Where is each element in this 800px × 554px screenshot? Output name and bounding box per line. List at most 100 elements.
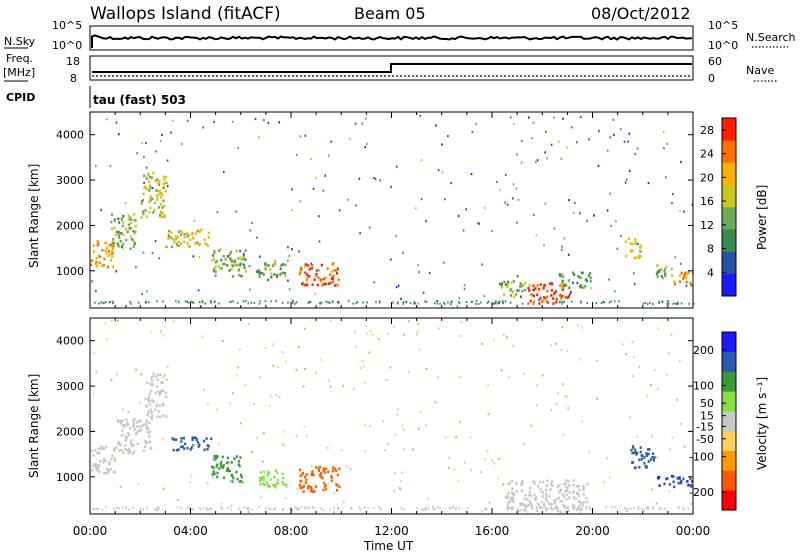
data-cell [169,235,172,238]
beam-title: Beam 05 [354,4,426,23]
ground-cell [641,507,643,510]
data-cell [579,501,582,504]
ground-cell [449,506,452,509]
ground-cell [437,506,439,509]
data-cell [111,454,114,458]
colorbar-tick-label: 8 [707,243,714,256]
scatter-cell [448,456,450,459]
data-cell [568,484,571,487]
scatter-cell [419,410,422,413]
ground-cell [242,300,245,303]
data-cell [510,480,513,483]
ground-cell [105,301,107,304]
data-cell [158,404,161,407]
scatter-cell [93,351,96,355]
velocity-plot-bg [90,318,693,514]
ground-cell [187,506,189,509]
scatter-cell [544,202,547,205]
ground-cell [300,506,302,509]
data-cell [178,229,181,233]
data-cell [635,453,638,456]
data-cell [159,196,162,199]
scatter-cell [465,208,467,211]
data-cell [159,391,162,395]
x-tick-label: 04:00 [173,524,208,538]
data-cell [673,282,677,286]
data-cell [311,283,314,286]
data-cell [682,477,685,481]
scatter-cell [202,126,204,129]
data-cell [155,404,158,408]
ground-cell [333,507,335,510]
scatter-cell [459,334,462,338]
data-cell [500,282,504,286]
colorbar-tick-label: 15 [700,410,714,423]
data-cell [572,479,575,482]
data-cell [510,497,513,500]
scatter-cell [530,424,533,427]
ground-cell [311,506,314,509]
scatter-cell [260,495,263,499]
scatter-cell [160,330,162,333]
data-cell [530,504,534,508]
ground-cell [637,508,640,511]
scatter-cell [143,181,145,184]
scatter-cell [545,130,547,133]
data-cell [657,476,660,479]
scatter-cell [527,116,530,119]
scatter-cell [625,510,628,513]
ground-cell [329,301,331,304]
data-cell [337,278,340,281]
data-cell [152,171,155,175]
data-cell [663,267,667,271]
scatter-cell [223,170,225,173]
data-cell [629,249,632,253]
scatter-cell [500,369,503,372]
ground-cell [364,506,366,509]
scatter-cell [679,209,681,212]
data-cell [150,447,153,450]
data-cell [220,464,223,468]
scatter-cell [420,159,423,162]
data-cell [638,254,641,258]
scatter-cell [408,319,410,323]
data-cell [215,456,218,459]
data-cell [313,490,316,493]
data-cell [158,183,161,187]
colorbar-segment [722,184,736,208]
scatter-cell [222,339,224,342]
scatter-cell [106,338,108,341]
scatter-cell [358,177,361,180]
colorbar-tick-label: -100 [689,451,714,464]
data-cell [138,425,141,429]
data-cell [668,483,671,486]
data-cell [686,480,689,483]
data-cell [276,481,279,485]
data-cell [211,465,214,469]
scatter-cell [672,193,674,196]
data-cell [535,509,538,512]
data-cell [635,242,638,246]
ground-cell [637,506,640,509]
data-cell [219,266,222,270]
scatter-cell [620,128,622,131]
ground-cell [296,507,298,510]
scatter-cell [444,436,447,439]
data-cell [167,237,170,241]
scatter-cell [369,425,371,428]
scatter-cell [387,332,389,335]
data-cell [534,287,537,291]
data-cell [322,467,325,470]
data-cell [259,471,263,474]
scatter-cell [632,449,635,452]
data-cell [532,294,535,298]
scatter-cell [122,424,125,427]
ground-cell [250,508,253,511]
data-cell [545,488,548,492]
data-cell [221,455,224,459]
data-cell [580,283,583,287]
data-cell [515,490,518,493]
data-cell [563,504,566,508]
data-cell [564,482,568,485]
data-cell [305,478,308,482]
